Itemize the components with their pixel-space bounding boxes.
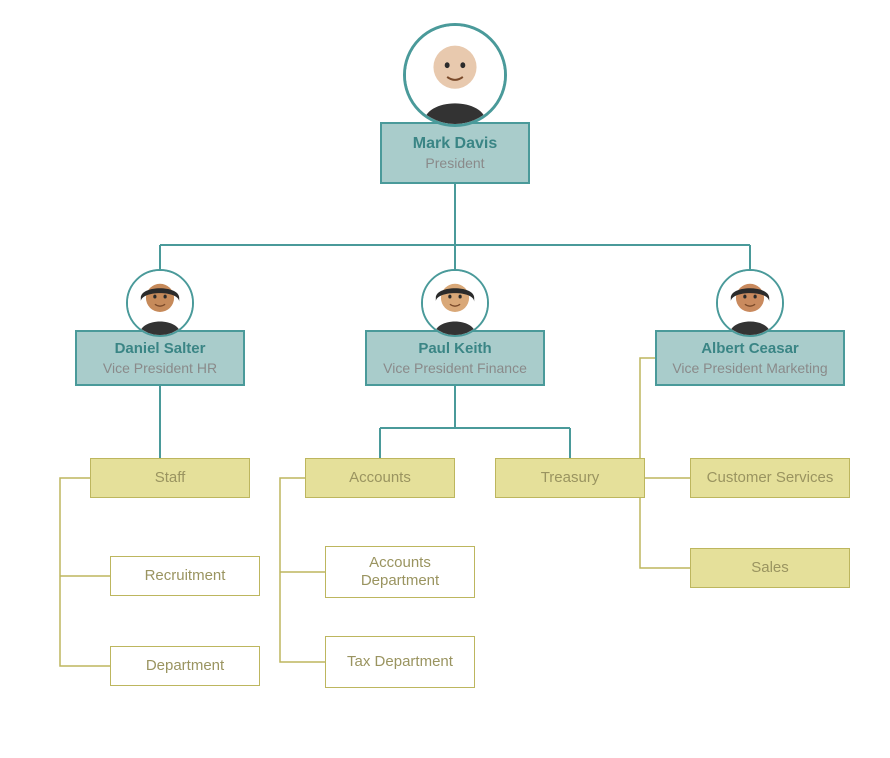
node-staff-label: Staff xyxy=(155,469,186,487)
node-vp-finance: Paul Keith Vice President Finance xyxy=(365,330,545,386)
node-customer-services-label: Customer Services xyxy=(707,469,834,487)
node-vp-hr: Daniel Salter Vice President HR xyxy=(75,330,245,386)
node-tax-department-label: Tax Department xyxy=(347,653,453,671)
node-vp-marketing: Albert Ceasar Vice President Marketing xyxy=(655,330,845,386)
avatar-vp-marketing xyxy=(716,269,784,337)
node-treasury: Treasury xyxy=(495,458,645,498)
node-accounts-label: Accounts xyxy=(349,469,411,487)
node-tax-department: Tax Department xyxy=(325,636,475,688)
org-chart-canvas: Mark Davis President Daniel Salter Vice … xyxy=(0,0,890,758)
node-treasury-label: Treasury xyxy=(541,469,600,487)
node-department-label: Department xyxy=(146,657,224,675)
node-accounts: Accounts xyxy=(305,458,455,498)
avatar-vp-hr xyxy=(126,269,194,337)
node-staff: Staff xyxy=(90,458,250,498)
node-president-name: Mark Davis xyxy=(413,134,498,153)
node-customer-services: Customer Services xyxy=(690,458,850,498)
node-recruitment-label: Recruitment xyxy=(145,567,226,585)
node-vp-hr-name: Daniel Salter xyxy=(115,340,206,358)
node-department: Department xyxy=(110,646,260,686)
node-vp-hr-title: Vice President HR xyxy=(103,360,217,377)
avatar-president xyxy=(403,23,507,127)
node-president-title: President xyxy=(425,155,484,172)
node-accounts-department: Accounts Department xyxy=(325,546,475,598)
node-president: Mark Davis President xyxy=(380,122,530,184)
node-vp-marketing-name: Albert Ceasar xyxy=(701,340,799,358)
node-sales: Sales xyxy=(690,548,850,588)
node-vp-finance-title: Vice President Finance xyxy=(383,360,527,377)
node-recruitment: Recruitment xyxy=(110,556,260,596)
node-accounts-department-label: Accounts Department xyxy=(332,554,468,590)
node-vp-finance-name: Paul Keith xyxy=(418,340,491,358)
node-sales-label: Sales xyxy=(751,559,789,577)
node-vp-marketing-title: Vice President Marketing xyxy=(672,360,827,377)
avatar-vp-finance xyxy=(421,269,489,337)
